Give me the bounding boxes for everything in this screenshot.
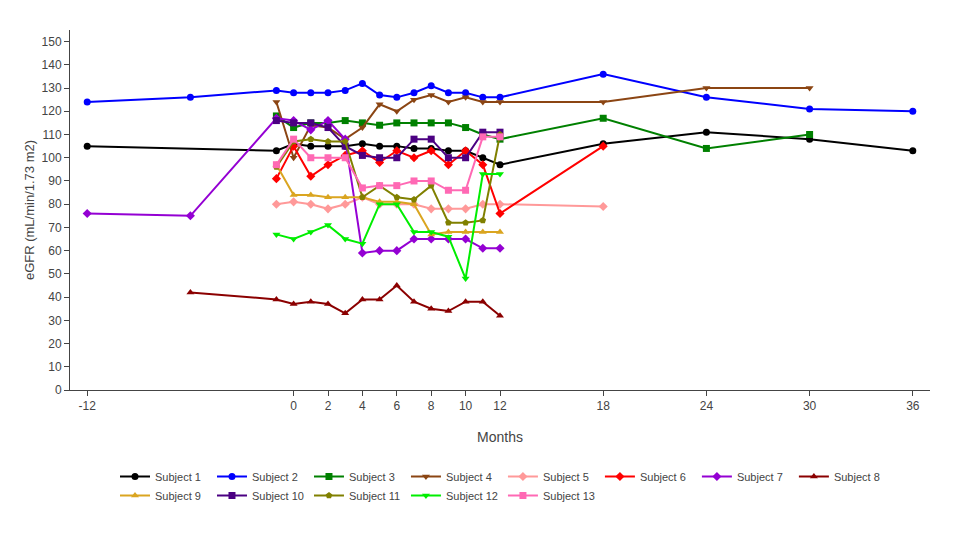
svg-text:Subject 2: Subject 2 bbox=[252, 471, 298, 483]
svg-text:60: 60 bbox=[48, 244, 62, 258]
svg-text:30: 30 bbox=[48, 314, 62, 328]
svg-text:Subject 10: Subject 10 bbox=[252, 490, 304, 502]
svg-text:Subject 6: Subject 6 bbox=[640, 471, 686, 483]
svg-text:80: 80 bbox=[48, 197, 62, 211]
svg-text:Months: Months bbox=[477, 429, 523, 445]
svg-text:18: 18 bbox=[597, 399, 611, 413]
svg-text:40: 40 bbox=[48, 290, 62, 304]
svg-text:Subject 1: Subject 1 bbox=[155, 471, 201, 483]
svg-text:36: 36 bbox=[906, 399, 920, 413]
svg-text:Subject 8: Subject 8 bbox=[834, 471, 880, 483]
svg-text:Subject 11: Subject 11 bbox=[349, 490, 400, 502]
svg-text:Subject 12: Subject 12 bbox=[446, 490, 498, 502]
svg-text:20: 20 bbox=[48, 337, 62, 351]
svg-text:4: 4 bbox=[359, 399, 366, 413]
svg-text:70: 70 bbox=[48, 221, 62, 235]
svg-text:90: 90 bbox=[48, 174, 62, 188]
svg-text:120: 120 bbox=[42, 104, 62, 118]
svg-text:Subject 9: Subject 9 bbox=[155, 490, 201, 502]
svg-text:150: 150 bbox=[42, 35, 62, 49]
svg-text:10: 10 bbox=[459, 399, 473, 413]
svg-text:-12: -12 bbox=[79, 399, 97, 413]
svg-text:10: 10 bbox=[48, 360, 62, 374]
svg-text:Subject 7: Subject 7 bbox=[737, 471, 783, 483]
svg-text:8: 8 bbox=[428, 399, 435, 413]
svg-text:0: 0 bbox=[55, 383, 62, 397]
svg-text:Subject 13: Subject 13 bbox=[543, 490, 595, 502]
svg-text:110: 110 bbox=[42, 128, 61, 142]
svg-text:Subject 5: Subject 5 bbox=[543, 471, 589, 483]
svg-text:130: 130 bbox=[42, 81, 62, 95]
svg-text:30: 30 bbox=[803, 399, 817, 413]
svg-text:Subject 3: Subject 3 bbox=[349, 471, 395, 483]
svg-text:24: 24 bbox=[700, 399, 714, 413]
svg-text:eGFR (mL/min/1.73 m2): eGFR (mL/min/1.73 m2) bbox=[22, 140, 37, 280]
svg-text:140: 140 bbox=[42, 58, 62, 72]
svg-text:2: 2 bbox=[325, 399, 332, 413]
svg-text:6: 6 bbox=[393, 399, 400, 413]
svg-text:100: 100 bbox=[42, 151, 62, 165]
svg-text:50: 50 bbox=[48, 267, 62, 281]
svg-text:0: 0 bbox=[290, 399, 297, 413]
svg-text:12: 12 bbox=[493, 399, 507, 413]
svg-text:Subject 4: Subject 4 bbox=[446, 471, 492, 483]
